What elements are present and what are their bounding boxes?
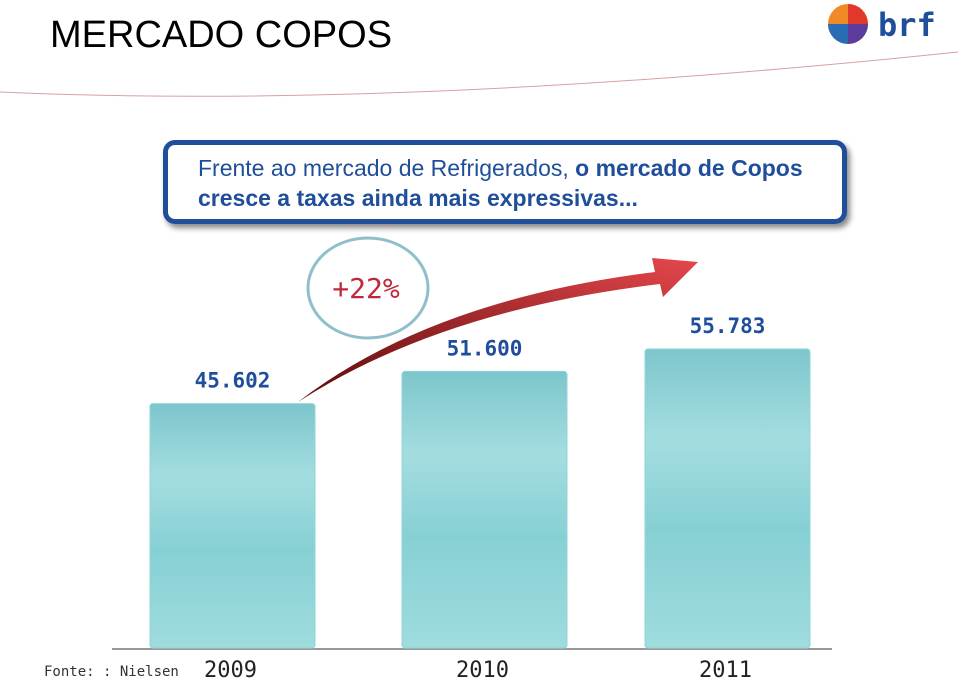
bar xyxy=(401,370,568,649)
x-tick-label: 2011 xyxy=(699,658,752,679)
logo: brf xyxy=(828,4,936,44)
annotation: +22% xyxy=(332,272,400,305)
decor-line xyxy=(0,51,959,97)
value-label: 45.602 xyxy=(195,369,271,393)
callout-text: Frente ao mercado de Refrigerados, xyxy=(198,155,576,181)
bar xyxy=(149,403,316,649)
logo-text: brf xyxy=(878,6,936,44)
x-tick-label: 2010 xyxy=(456,658,509,679)
callout-box: Frente ao mercado de Refrigerados, o mer… xyxy=(163,140,847,224)
callout-emphasis: o mercado de Copos cresce a taxas ainda … xyxy=(198,155,803,211)
bar xyxy=(644,348,811,649)
x-tick-label: 2009 xyxy=(204,658,257,679)
source: Fonte: : Nielsen xyxy=(44,664,179,679)
title: MERCADO COPOS xyxy=(50,14,393,56)
value-label: 55.783 xyxy=(690,314,766,338)
growth-arrow xyxy=(298,258,698,402)
annotation-circle xyxy=(306,236,430,340)
value-label: 51.600 xyxy=(447,336,523,360)
